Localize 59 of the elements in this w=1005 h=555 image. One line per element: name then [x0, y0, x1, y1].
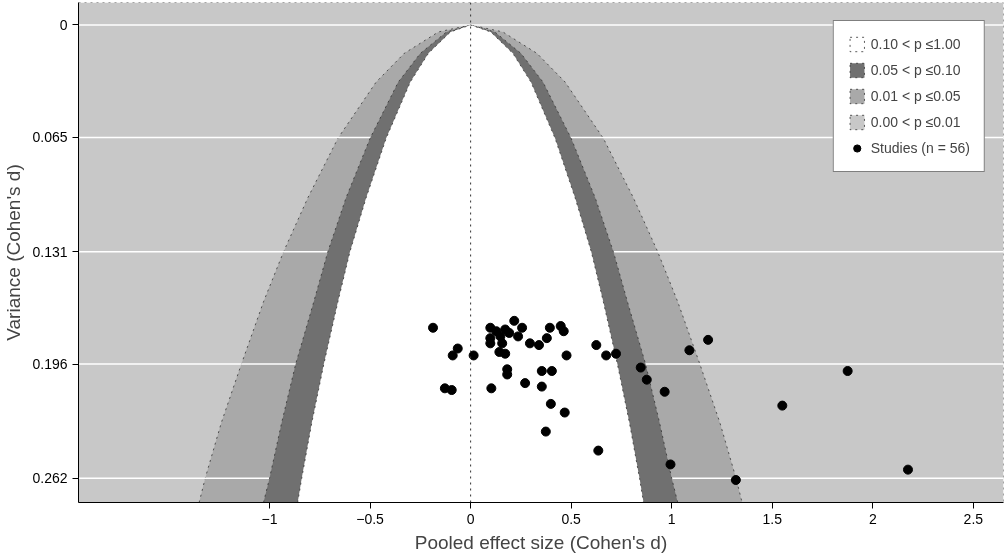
band-label: 0.00 < p ≤0.01 [870, 114, 961, 130]
y-axis-title: Variance (Cohen's d) [3, 164, 25, 341]
point [684, 345, 695, 356]
point [902, 464, 913, 475]
point [641, 374, 652, 385]
x-tick-label: 2.5 [963, 510, 984, 527]
point [703, 334, 714, 345]
point [559, 407, 570, 418]
x-tick-label: 2 [868, 510, 877, 527]
point [524, 338, 535, 349]
point [635, 362, 646, 373]
point [561, 350, 572, 361]
point [777, 400, 788, 411]
point [842, 366, 853, 376]
point [601, 350, 612, 361]
point [517, 322, 528, 333]
x-tick-label: −0.5 [356, 510, 385, 527]
point [504, 327, 515, 338]
point [486, 383, 497, 394]
legend-label: 0.10 < p ≤1.00 [870, 36, 961, 52]
legend-label: 0.05 < p ≤0.10 [870, 62, 961, 78]
point [591, 340, 602, 351]
y-tick-label: 0 [59, 16, 68, 33]
point [533, 340, 544, 351]
point [558, 326, 569, 337]
point [545, 398, 556, 409]
x-tick-label: −1 [261, 510, 278, 527]
point [544, 322, 555, 333]
x-tick-label: 1.5 [762, 510, 783, 527]
point [541, 333, 552, 344]
y-tick-label: 0.262 [32, 470, 68, 487]
point [446, 385, 457, 396]
x-axis-title: Pooled effect size (Cohen's d) [414, 531, 668, 553]
legend-label: 0.01 < p ≤0.05 [870, 88, 961, 104]
point [659, 386, 670, 397]
x-tick-label: 0 [466, 510, 475, 527]
x-tick-label: 1 [667, 510, 676, 527]
x-tick-label: 0.5 [561, 510, 582, 527]
point [520, 378, 531, 389]
point [513, 331, 524, 342]
y-tick-label: 0.065 [32, 129, 68, 146]
point [665, 459, 676, 470]
point [509, 315, 520, 326]
point [536, 381, 547, 392]
point [500, 348, 511, 359]
point [540, 426, 551, 437]
point [497, 338, 508, 349]
point [593, 445, 604, 456]
point [447, 350, 458, 361]
point [730, 475, 741, 485]
point [428, 322, 439, 333]
legend-label: Studies (n = 56) [870, 140, 970, 156]
point [536, 366, 547, 376]
point [611, 348, 622, 359]
y-tick-label: 0.196 [32, 356, 68, 373]
y-tick-label: 0.131 [32, 243, 68, 260]
point [452, 343, 463, 354]
point [468, 350, 479, 361]
point [546, 366, 557, 376]
